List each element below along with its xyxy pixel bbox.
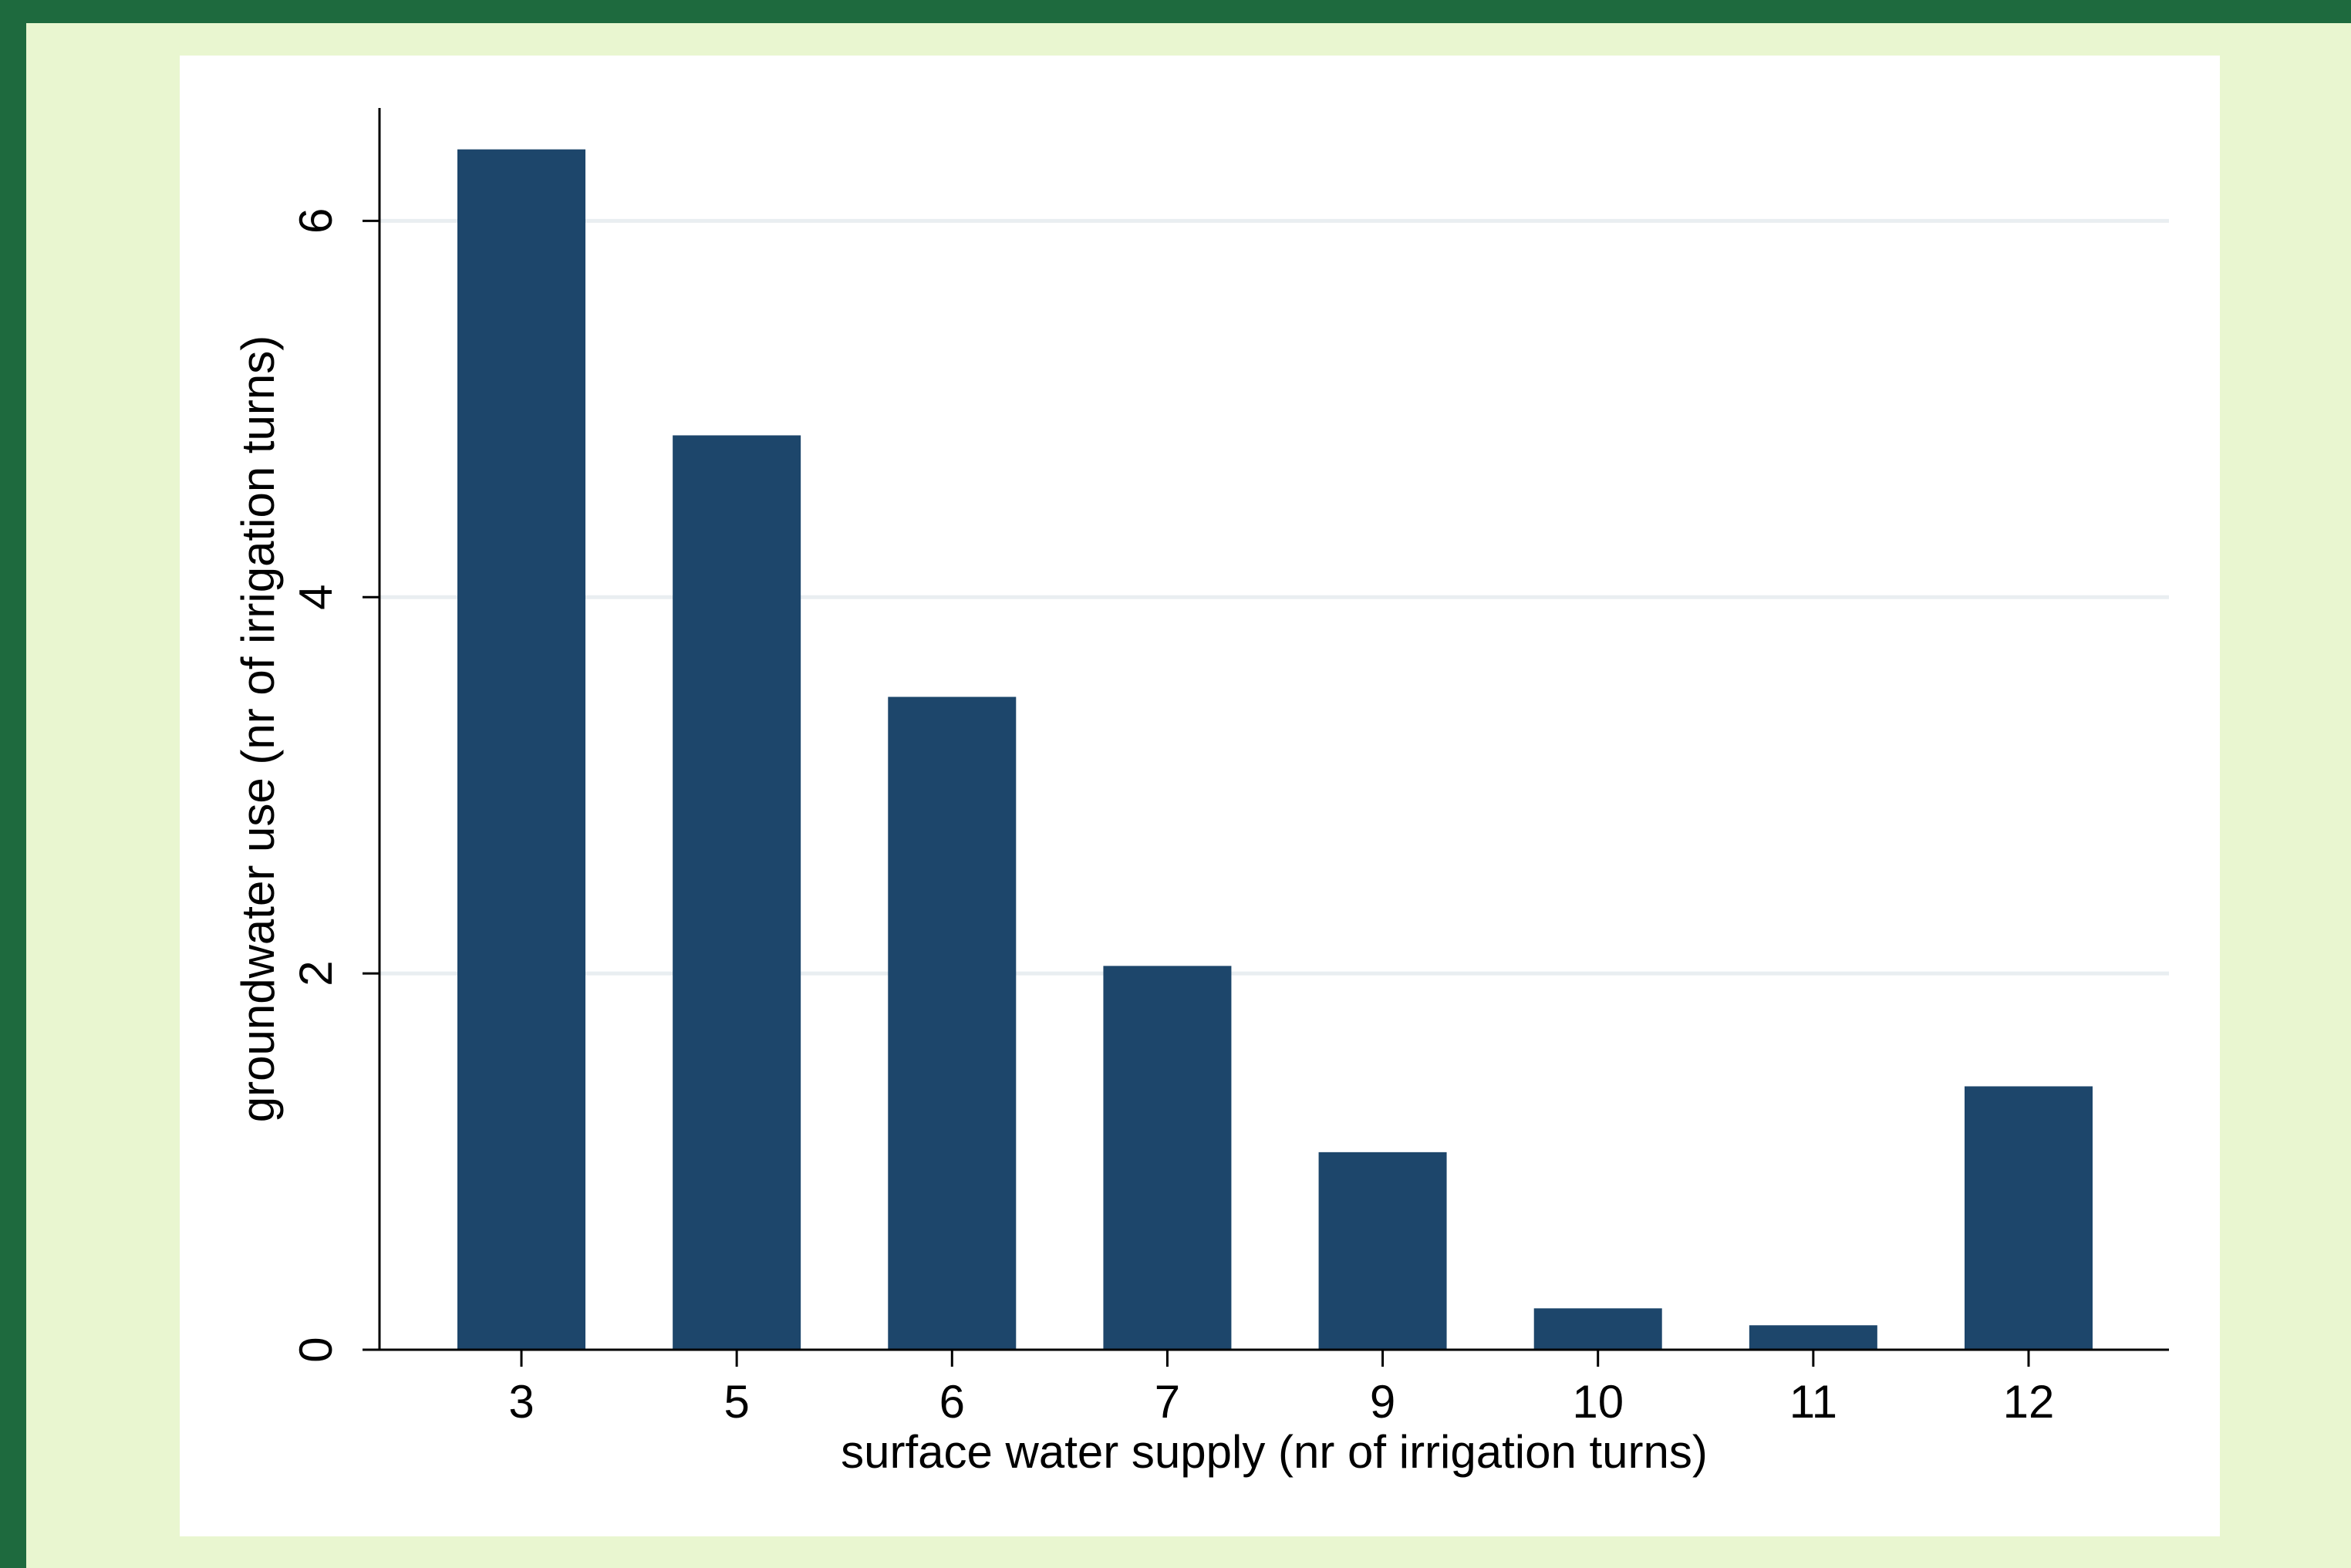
bar-11 bbox=[1749, 1325, 1877, 1350]
grid-lines bbox=[379, 218, 2169, 976]
x-ticks: 3 5 6 7 9 10 11 12 bbox=[508, 1350, 2054, 1428]
bar-5 bbox=[673, 435, 801, 1350]
bar-10 bbox=[1533, 1308, 1662, 1350]
y-tick-label: 4 bbox=[290, 585, 342, 610]
bar-7 bbox=[1103, 966, 1232, 1350]
x-tick-label: 6 bbox=[939, 1376, 965, 1428]
bar-12 bbox=[1965, 1086, 2093, 1350]
x-tick-label: 10 bbox=[1572, 1376, 1624, 1428]
x-tick-label: 11 bbox=[1789, 1376, 1837, 1428]
bar-3 bbox=[457, 149, 585, 1351]
y-tick-label: 0 bbox=[290, 1337, 342, 1362]
x-axis-title: surface water supply (nr of irrigation t… bbox=[841, 1426, 1708, 1478]
y-tick-label: 2 bbox=[290, 960, 342, 986]
y-ticks: 0 2 4 6 bbox=[290, 208, 379, 1363]
axes bbox=[378, 108, 2169, 1351]
y-axis-title: groundwater use (nr of irrigation turns) bbox=[232, 336, 284, 1122]
x-tick-label: 5 bbox=[724, 1376, 749, 1428]
x-tick-label: 3 bbox=[508, 1376, 534, 1428]
bar-6 bbox=[888, 696, 1017, 1350]
x-tick-label: 7 bbox=[1155, 1376, 1180, 1428]
x-tick-label: 12 bbox=[2003, 1376, 2055, 1428]
x-tick-label: 9 bbox=[1370, 1376, 1395, 1428]
bar-9 bbox=[1318, 1152, 1447, 1350]
y-tick-label: 6 bbox=[290, 208, 342, 234]
bars bbox=[457, 149, 2093, 1351]
